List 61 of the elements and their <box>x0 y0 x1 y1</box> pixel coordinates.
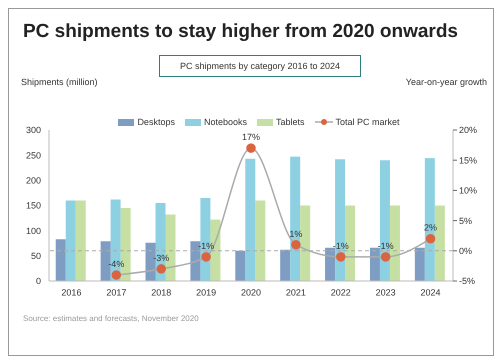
y2-tick-label: 5% <box>459 216 472 226</box>
bar <box>56 239 66 281</box>
point <box>201 252 211 262</box>
bar <box>76 200 86 281</box>
bar <box>255 200 266 281</box>
legend-label: Tablets <box>275 117 305 127</box>
bar <box>235 250 246 281</box>
bar <box>290 156 300 281</box>
point <box>426 234 436 244</box>
bar <box>66 200 76 281</box>
data-label: 2% <box>424 222 438 233</box>
bar <box>370 248 380 281</box>
y-tick-label: 250 <box>26 150 41 160</box>
x-tick-label: 2017 <box>106 287 126 298</box>
point <box>291 240 301 250</box>
bar <box>190 241 200 281</box>
y2-tick-label: 0% <box>459 246 472 256</box>
legend-label: Desktops <box>136 117 175 127</box>
bar <box>300 206 310 281</box>
point <box>112 270 122 280</box>
point <box>380 252 390 262</box>
x-tick-label: 2023 <box>376 287 396 298</box>
source-note: Source: estimates and forecasts, November 2020 <box>23 314 199 323</box>
y-tick-label: 200 <box>26 176 41 186</box>
y2-tick-label: 15% <box>459 155 478 166</box>
data-label: 17% <box>242 132 260 142</box>
x-tick-label: 2020 <box>240 287 262 298</box>
y-tick-label: 150 <box>26 200 41 211</box>
bar <box>245 158 256 281</box>
y2-tick-label: -5% <box>459 276 476 286</box>
bar <box>280 250 290 281</box>
data-label: -1% <box>198 240 214 251</box>
y-tick-label: 0 <box>36 276 41 286</box>
chart-subtitle: PC shipments by category 2016 to 2024 <box>159 55 361 77</box>
data-label: -4% <box>108 258 124 269</box>
y2-axis-title: Year-on-year growth <box>406 77 487 87</box>
data-label: 1% <box>289 228 302 239</box>
y2-tick-label: 20% <box>459 125 478 136</box>
y-tick-label: 50 <box>30 251 41 262</box>
y-tick-label: 100 <box>26 226 41 236</box>
legend-label: Total PC market <box>334 117 400 127</box>
x-tick-label: 2022 <box>330 287 351 298</box>
x-tick-label: 2019 <box>196 287 216 298</box>
point <box>336 252 346 262</box>
point <box>246 143 256 153</box>
data-label: -1% <box>378 240 394 251</box>
y2-tick-label: 10% <box>459 186 478 196</box>
bar <box>414 248 425 281</box>
bar <box>325 248 336 281</box>
x-tick-label: 2016 <box>61 287 82 298</box>
data-label: -3% <box>153 252 170 263</box>
x-tick-label: 2021 <box>286 287 306 298</box>
y-axis-title: Shipments (million) <box>21 77 98 87</box>
bar <box>424 158 435 281</box>
data-label: -1% <box>332 240 349 251</box>
point <box>156 264 166 274</box>
legend-label: Notebooks <box>202 117 247 127</box>
x-tick-label: 2018 <box>151 287 172 298</box>
x-tick-label: 2024 <box>420 287 441 298</box>
chart-title: PC shipments to stay higher from 2020 onwards <box>23 21 458 43</box>
y-tick-label: 300 <box>26 125 41 136</box>
